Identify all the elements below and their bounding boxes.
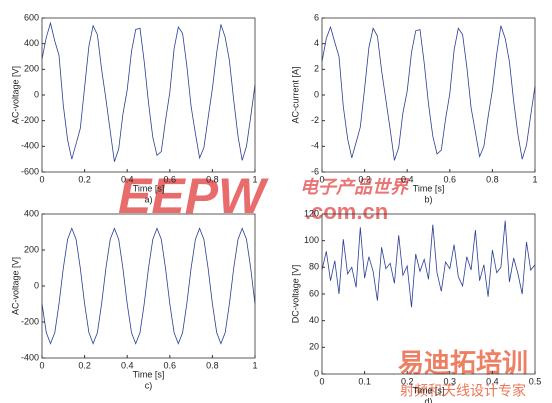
- x-tick-label: 0.1: [358, 376, 371, 386]
- signal-line: [41, 21, 256, 162]
- axes-box: [41, 213, 256, 359]
- x-tick-label: 0.2: [78, 360, 91, 370]
- x-tick-label: 0.4: [121, 174, 134, 184]
- subplot: 0 0.2 0.4 0.6 0.8 1 -600 -400 -200 0 200 400 600 Time…: [10, 12, 257, 204]
- x-tick-label: 0.8: [206, 174, 219, 184]
- signal-line: [41, 227, 256, 345]
- y-tick-label: 0: [34, 89, 39, 99]
- y-tick-label: -400: [21, 141, 39, 151]
- x-tick-label: 0: [319, 376, 324, 386]
- x-tick-label: 0.4: [121, 360, 134, 370]
- subplot-label: b): [424, 194, 432, 204]
- x-tick-label: 0.2: [401, 376, 414, 386]
- watermark-brand: 易迪拓培训: [398, 348, 528, 378]
- subplot-label: d): [424, 396, 432, 403]
- x-axis-label: Time [s]: [413, 385, 445, 395]
- y-tick-label: -4: [311, 141, 319, 151]
- subplot: 0 0.2 0.4 0.6 0.8 1 -6 -4 -2 0 2 4 6 Time [s]b) AC-cur…: [290, 12, 537, 204]
- x-axis-label: Time [s]: [133, 369, 165, 379]
- x-tick-label: 0.4: [486, 376, 499, 386]
- x-tick-label: 0.3: [444, 376, 457, 386]
- watermark-cn: 电子产品世界: [300, 177, 410, 197]
- signal-line: [321, 220, 536, 308]
- axes-box: [41, 17, 256, 173]
- y-tick-label: 2: [314, 64, 319, 74]
- y-axis-label: AC-voltage [V]: [10, 66, 20, 124]
- y-tick-label: 600: [24, 12, 39, 22]
- y-tick-label: 200: [24, 64, 39, 74]
- y-tick-label: 0: [314, 89, 319, 99]
- subplot: 0 0.1 0.2 0.3 0.4 0.5 0 20 40 60 80 100 120 Time [s]d…: [290, 208, 541, 403]
- y-tick-label: 120: [304, 208, 319, 218]
- x-tick-label: 0: [39, 360, 44, 370]
- y-tick-label: 400: [24, 38, 39, 48]
- subplot-label: a): [144, 194, 152, 204]
- x-axis-label: Time [s]: [133, 183, 165, 193]
- x-tick-label: 0.6: [164, 360, 177, 370]
- y-axis-label: DC-voltage [V]: [290, 265, 300, 324]
- subplot: 0 0.2 0.4 0.6 0.8 1 -400 -200 0 200 400 Time [s]c) A…: [10, 208, 257, 390]
- subplot-label: c): [145, 380, 153, 390]
- x-tick-label: 0.2: [78, 174, 91, 184]
- x-tick-label: 0.6: [164, 174, 177, 184]
- x-tick-label: 0.8: [486, 174, 499, 184]
- y-axis-label: AC-voltage [V]: [10, 257, 20, 315]
- x-tick-label: 0: [319, 174, 324, 184]
- watermark-logo: EEPW: [118, 168, 269, 224]
- y-tick-label: 6: [314, 12, 319, 22]
- y-tick-label: 0: [34, 280, 39, 290]
- x-tick-label: 0.4: [401, 174, 414, 184]
- y-axis-label: AC-current [A]: [290, 66, 300, 123]
- x-tick-label: 0.5: [529, 376, 542, 386]
- x-tick-label: 1: [252, 174, 257, 184]
- x-tick-label: 0.8: [206, 360, 219, 370]
- x-tick-label: 1: [252, 360, 257, 370]
- y-tick-label: 80: [309, 262, 319, 272]
- y-tick-label: 60: [309, 288, 319, 298]
- x-tick-label: 0: [39, 174, 44, 184]
- y-tick-label: -400: [21, 352, 39, 362]
- y-tick-label: 4: [314, 38, 319, 48]
- x-tick-label: 0.2: [358, 174, 371, 184]
- y-tick-label: 400: [24, 208, 39, 218]
- y-tick-label: -200: [21, 316, 39, 326]
- y-tick-label: 100: [304, 235, 319, 245]
- y-tick-label: -200: [21, 115, 39, 125]
- y-tick-label: 20: [309, 342, 319, 352]
- y-tick-label: 200: [24, 244, 39, 254]
- watermark-domain: .com.cn: [305, 199, 388, 224]
- y-tick-label: -600: [21, 166, 39, 176]
- y-tick-label: -2: [311, 115, 319, 125]
- x-tick-label: 0.6: [444, 174, 457, 184]
- signal-line: [321, 25, 536, 161]
- watermark-slogan: 射频和天线设计专家: [400, 383, 526, 399]
- y-tick-label: -6: [311, 166, 319, 176]
- y-tick-label: 40: [309, 315, 319, 325]
- y-tick-label: 0: [314, 368, 319, 378]
- x-tick-label: 1: [532, 174, 537, 184]
- x-axis-label: Time [s]: [413, 183, 445, 193]
